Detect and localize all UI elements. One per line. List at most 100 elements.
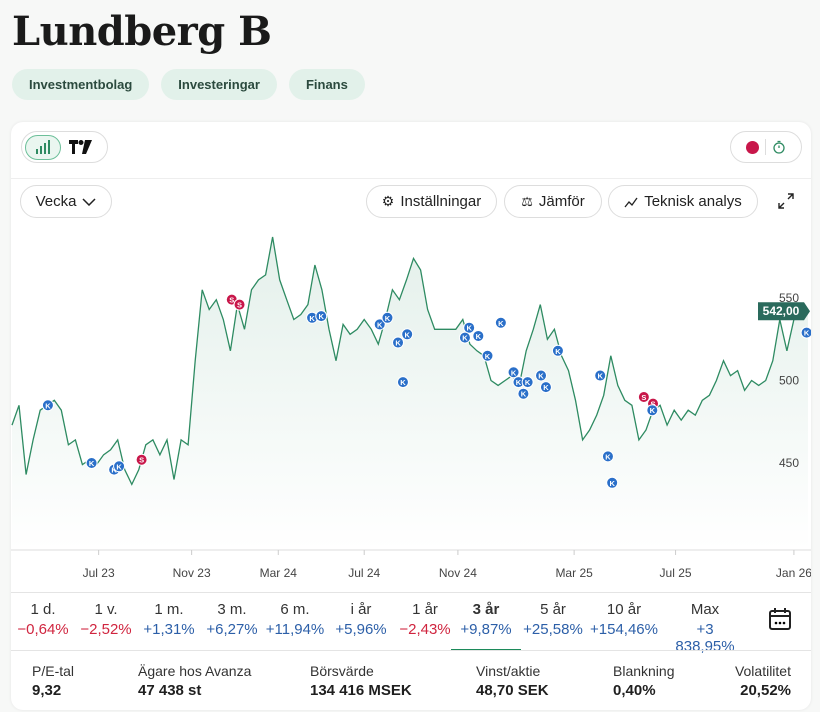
marker-label: K [45,401,51,410]
stopwatch-icon[interactable] [772,140,786,154]
expand-icon[interactable] [778,193,794,209]
buy-marker [463,321,476,334]
scale-icon: ⚖ [521,193,533,209]
period-label: 1 v. [94,601,118,618]
sell-marker [135,453,148,466]
live-dot-icon[interactable] [746,140,759,154]
buy-marker [535,369,548,382]
tradingview-button[interactable] [61,140,101,154]
marker-label: K [319,312,325,321]
buy-marker [401,328,414,341]
tradingview-icon [69,140,92,154]
stat-label: Vinst/aktie [476,663,541,679]
stat-4: Blankning 0,40% [613,663,675,699]
x-tick-label: Jul 25 [660,566,692,580]
period-1[interactable]: 1 v. −2,52% [71,601,141,638]
marker-label: K [804,329,810,338]
marker-label: K [309,314,315,323]
marker-label: K [511,368,517,377]
gear-icon: ⚙ [381,193,395,209]
marker-label: K [555,347,561,356]
stat-3: Vinst/aktie 48,70 SEK [476,663,549,699]
buy-marker [481,349,494,362]
buy-marker [800,326,811,339]
interval-label: Vecka [35,193,77,210]
period-8[interactable]: 5 år +25,58% [518,601,588,638]
period-0[interactable]: 1 d. −0,64% [8,601,78,638]
stat-label: Volatilitet [734,663,791,679]
period-9[interactable]: 10 år +154,46% [589,601,659,638]
period-2[interactable]: 1 m. +1,31% [134,601,204,638]
marker-label: K [116,462,122,471]
marker-label: K [466,324,472,333]
y-tick-label: 550 [779,291,799,305]
interval-dropdown[interactable]: Vecka [20,185,112,218]
buy-marker [594,369,607,382]
period-change: +5,96% [335,621,387,638]
buy-marker [396,376,409,389]
period-change: −0,64% [17,621,69,638]
stat-value: 0,40% [613,682,656,699]
buy-marker [373,318,386,331]
compare-button[interactable]: ⚖ Jämför [504,185,602,218]
buy-marker [539,381,552,394]
calendar-icon[interactable] [768,607,792,631]
period-label: 5 år [540,601,566,618]
simple-chart-button[interactable] [25,134,61,160]
marker-label: K [400,378,406,387]
period-change: +154,46% [590,621,658,638]
stat-value: 48,70 SEK [476,682,549,699]
stat-value: 9,32 [32,682,62,699]
technical-label: Teknisk analys [644,193,742,210]
period-change: +6,27% [206,621,258,638]
price-line [11,236,809,486]
period-4[interactable]: 6 m. +11,94% [260,601,330,638]
marker-label: K [485,352,491,361]
buy-marker [392,336,405,349]
period-3[interactable]: 3 m. +6,27% [197,601,267,638]
marker-label: K [498,319,504,328]
period-6[interactable]: 1 år −2,43% [390,601,460,638]
stat-label: Blankning [613,663,675,679]
tag-finans[interactable]: Finans [288,69,365,100]
stat-value: 134 416 MSEK [310,682,412,699]
stat-2: Börsvärde 134 416 MSEK [310,663,412,699]
marker-label: K [404,330,410,339]
buy-marker [507,366,520,379]
settings-button[interactable]: ⚙ Inställningar [366,185,497,218]
price-chart[interactable]: 450 500 550 Jul 23 Nov 23 Mar 24 Jul 24 Nov 24 M… [11,222,811,592]
period-selector: 1 d. −0,64% 1 v. −2,52% 1 m. +1,31% 3 m. +6,27%… [8,592,811,655]
tag-investmentbolag[interactable]: Investmentbolag [12,69,150,100]
period-label: i år [350,601,372,618]
marker-label: S [237,301,242,310]
period-10[interactable]: Max +3 838,95% [670,601,740,655]
stat-label: Börsvärde [310,663,374,679]
period-5[interactable]: i år +5,96% [326,601,396,638]
technical-analysis-button[interactable]: Teknisk analys [608,185,758,218]
stat-value: 47 438 st [138,682,202,699]
chart-type-toggle [21,131,108,163]
buy-marker [606,476,619,489]
period-label: Max [690,601,720,618]
x-tick-label: Mar 25 [555,566,593,580]
buy-marker [646,404,659,417]
x-tick-label: Nov 23 [173,566,211,580]
period-change: +11,94% [265,621,325,638]
stat-5: Volatilitet 20,52% [735,663,791,699]
period-7[interactable]: 3 år +9,87% [451,601,521,651]
x-tick-label: Jul 24 [348,566,380,580]
x-tick-label: Nov 24 [439,566,477,580]
marker-label: K [543,383,549,392]
period-label: 3 år [472,601,500,618]
stat-value: 20,52% [740,682,791,699]
tag-investeringar[interactable]: Investeringar [161,69,277,100]
marker-label: K [609,479,615,488]
period-label: 1 år [412,601,438,618]
compare-label: Jämför [538,193,585,210]
buy-marker [85,457,98,469]
marker-label: K [525,378,531,387]
sell-marker [233,298,246,311]
x-tick-label: Mar 24 [260,566,298,580]
period-label: 10 år [606,601,642,618]
marker-label: K [516,378,522,387]
